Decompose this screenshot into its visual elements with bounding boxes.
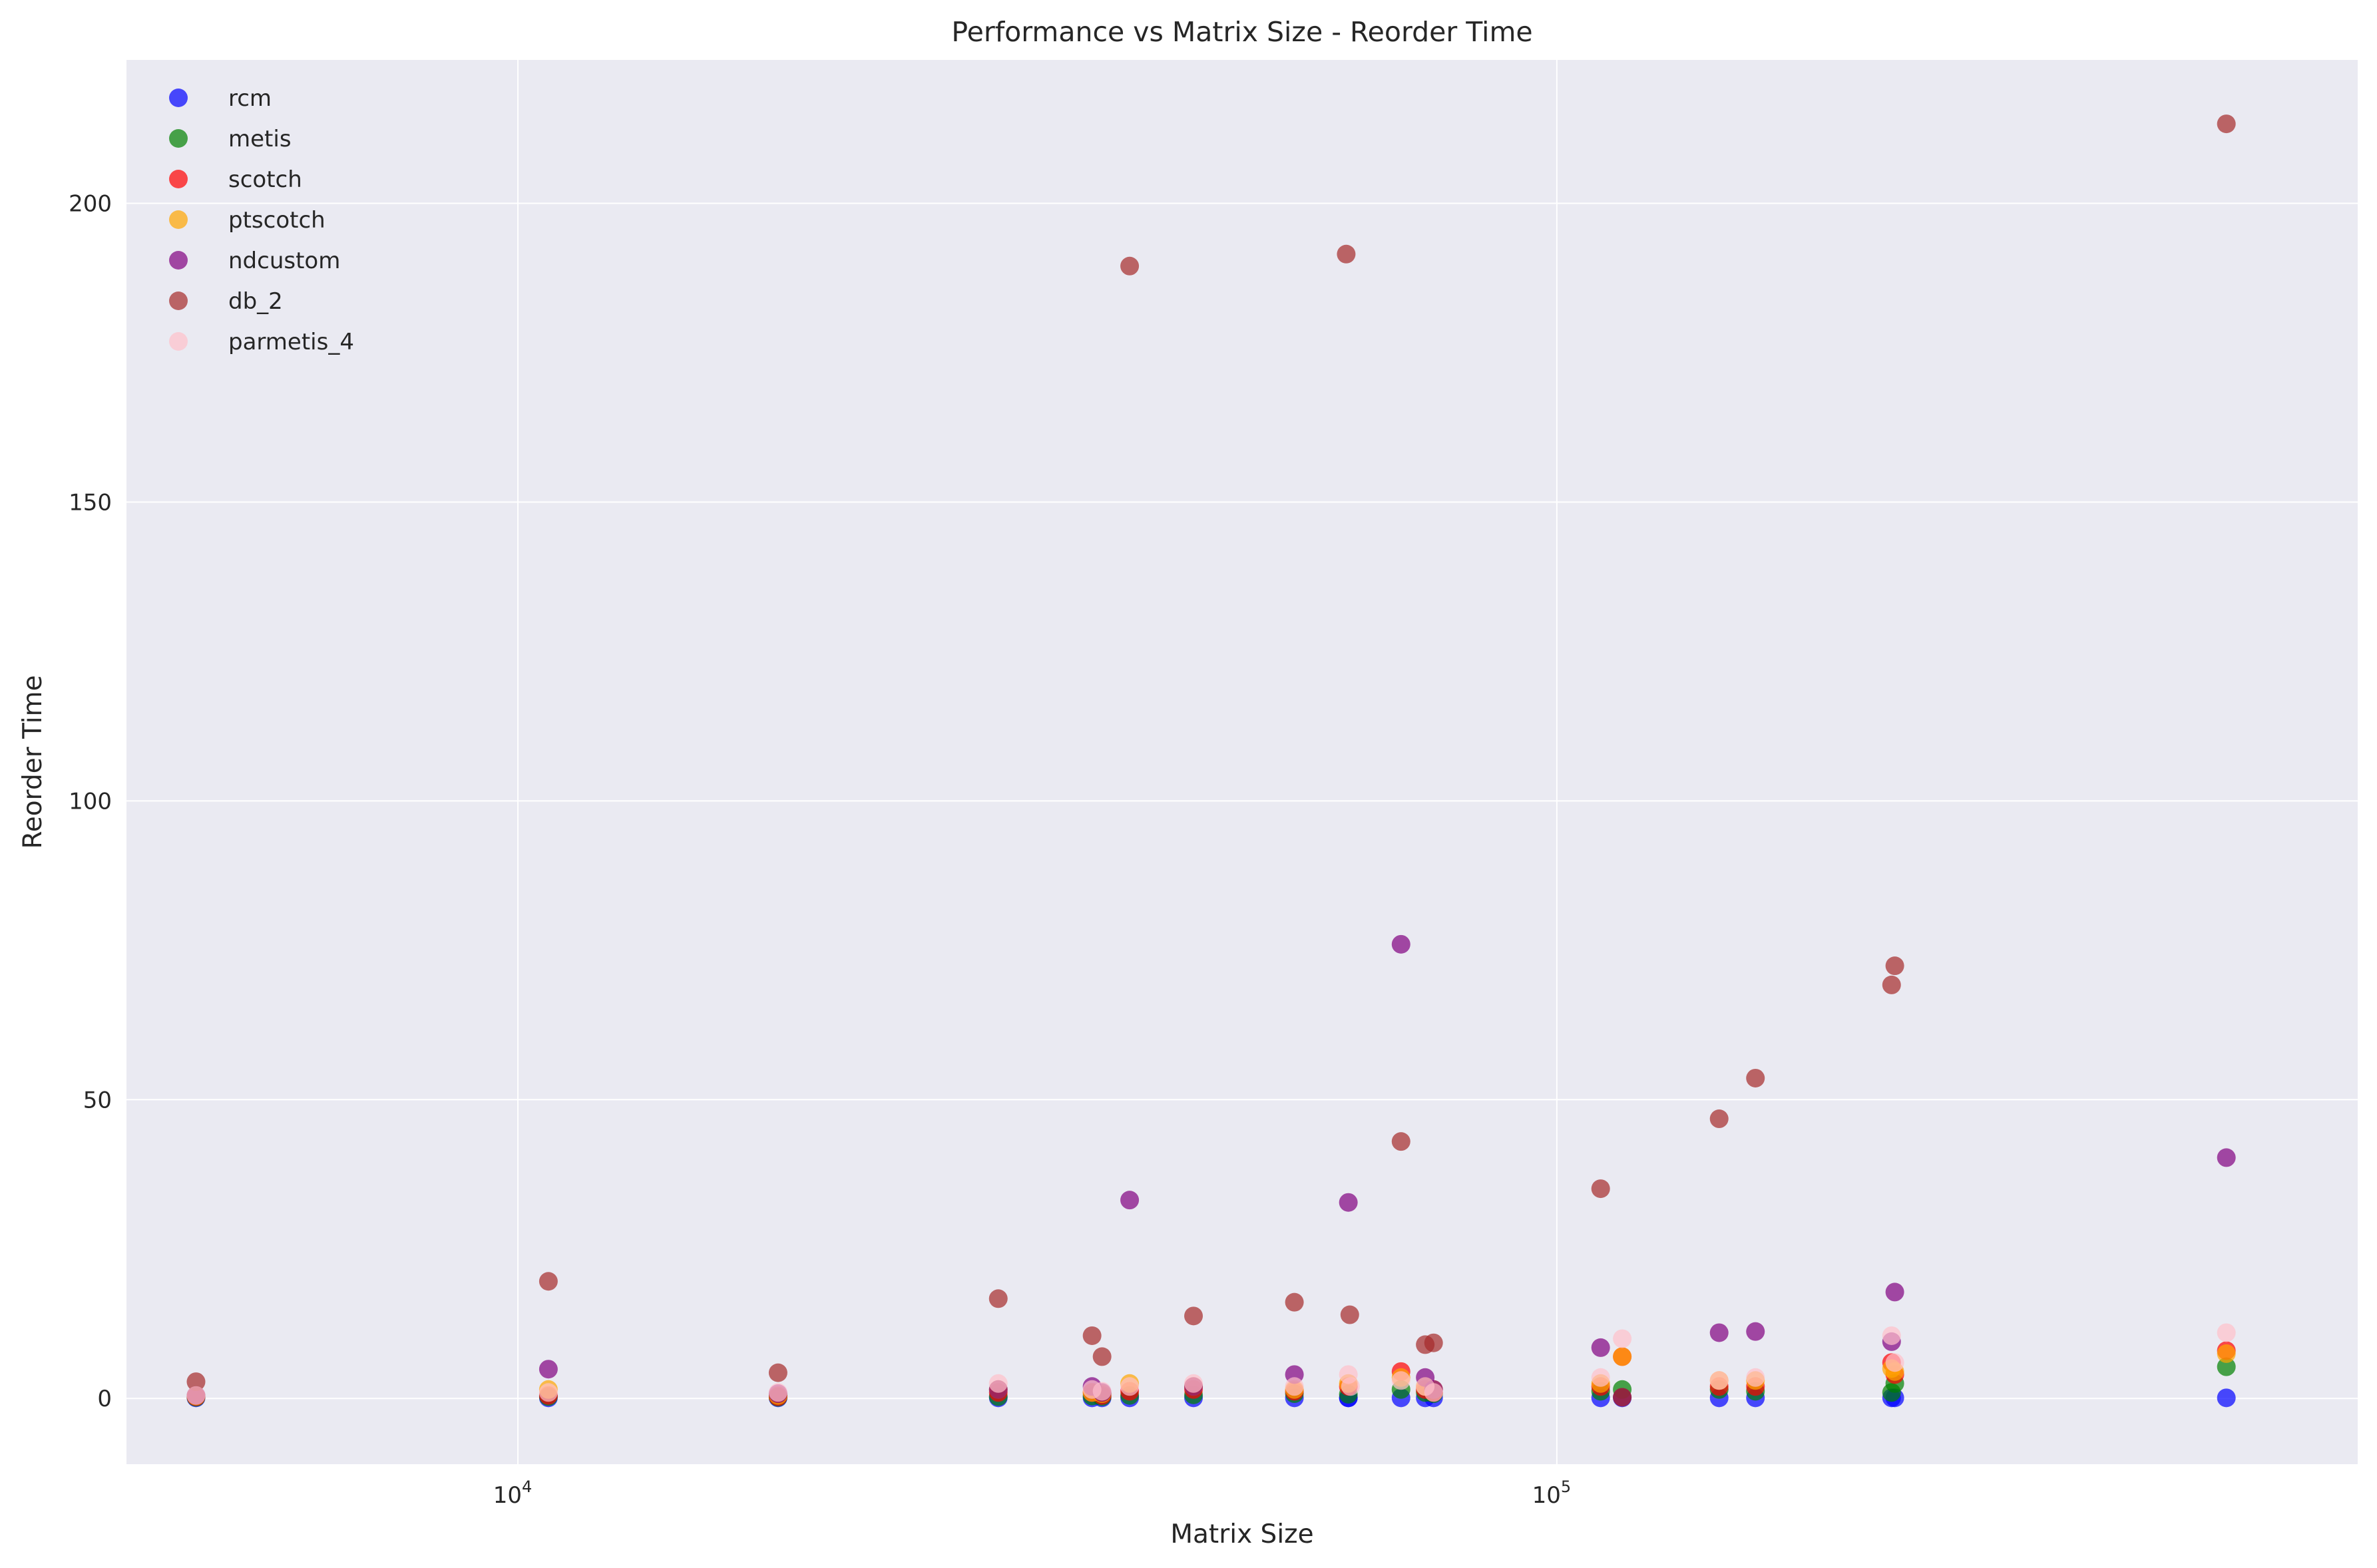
data-point-ndcustom [1339,1193,1358,1212]
data-point-db-2 [1391,1132,1410,1151]
data-point-db-2 [539,1272,558,1291]
legend-item-ptscotch: ptscotch [169,207,325,234]
data-point-parmetis-4 [768,1383,787,1402]
data-point-parmetis-4 [1341,1377,1360,1396]
data-point-parmetis-4 [1391,1371,1410,1390]
data-point-db-2 [2217,114,2236,134]
data-point-db-2 [1882,975,1901,994]
y-axis-label: Reorder Time [18,675,48,849]
data-point-ndcustom [2217,1148,2236,1167]
data-point-ndcustom [1709,1323,1729,1342]
y-axis-ticks: 0 50 100 150 200 [69,190,112,1412]
grid-lines [126,60,2358,1464]
data-point-parmetis-4 [1285,1377,1304,1396]
data-point-db-2 [1285,1292,1304,1312]
data-point-db-2 [1746,1068,1765,1087]
data-point-ndcustom [1746,1322,1765,1341]
data-point-ptscotch [2217,1344,2236,1363]
data-point-ndcustom [1591,1338,1610,1357]
data-point-db-2 [1885,956,1904,976]
data-point-db-2 [1591,1179,1610,1199]
x-axis-label: Matrix Size [1170,1519,1313,1549]
x-axis-ticks: 104 105 [493,1477,1571,1509]
legend: rcm metis scotch ptscotch ndcustom db_2parmet… [169,85,354,355]
data-point-db-2 [1613,1388,1632,1407]
data-point-db-2 [1120,256,1140,276]
legend-label: scotch [228,166,302,193]
data-point-db-2 [1092,1347,1112,1366]
data-point-ptscotch [1613,1347,1632,1366]
data-point-parmetis-4 [1424,1383,1443,1402]
data-point-metis [2217,1357,2236,1376]
data-point-parmetis-4 [1882,1326,1901,1345]
y-tick-label: 50 [83,1087,112,1113]
x-tick-label: 105 [1532,1477,1572,1509]
legend-label: parmetis_4 [228,329,354,355]
data-point-ndcustom [539,1360,558,1379]
data-point-parmetis-4 [1613,1329,1632,1348]
data-point-db-2 [988,1289,1008,1308]
data-point-db-2 [1337,244,1356,264]
legend-label: ndcustom [228,248,340,274]
legend-item-ndcustom: ndcustom [169,248,340,274]
data-point-parmetis-4 [1885,1353,1904,1372]
legend-item-parmetis-4: parmetis_4 [169,329,354,355]
data-points [186,114,2236,1408]
data-point-parmetis-4 [186,1386,206,1405]
legend-label: metis [228,126,292,152]
data-point-db-2 [1184,1306,1203,1326]
plot-area [126,60,2358,1464]
data-point-ndcustom [1120,1191,1140,1210]
y-tick-label: 150 [69,489,112,516]
data-point-parmetis-4 [1120,1377,1140,1396]
data-point-parmetis-4 [539,1383,558,1402]
data-point-db-2 [1082,1326,1102,1345]
data-point-parmetis-4 [1591,1368,1610,1387]
legend-marker [169,332,188,351]
legend-marker [169,170,188,188]
legend-item-scotch: scotch [169,166,302,193]
legend-marker [169,89,188,107]
data-point-parmetis-4 [1092,1382,1112,1401]
legend-marker [169,292,188,310]
data-point-rcm [2217,1388,2236,1408]
data-point-parmetis-4 [2217,1323,2236,1342]
legend-marker [169,251,188,270]
data-point-db-2 [768,1363,787,1382]
y-tick-label: 100 [69,788,112,815]
data-point-parmetis-4 [988,1374,1008,1393]
series-parmetis-4 [186,1323,2236,1405]
data-point-ndcustom [1885,1282,1904,1302]
legend-item-db-2: db_2 [169,288,283,315]
y-tick-label: 200 [69,190,112,217]
data-point-db-2 [1424,1333,1443,1352]
data-point-db-2 [1340,1305,1359,1324]
data-point-parmetis-4 [1709,1371,1729,1390]
chart-title: Performance vs Matrix Size - Reorder Tim… [951,16,1532,48]
series-db-2 [186,114,2236,1407]
data-point-parmetis-4 [1746,1368,1765,1387]
data-point-db-2 [1709,1109,1729,1129]
legend-label: rcm [228,85,272,112]
legend-marker [169,129,188,148]
legend-item-metis: metis [169,126,292,152]
legend-marker [169,210,188,229]
y-tick-label: 0 [97,1386,112,1412]
legend-label: db_2 [228,288,283,315]
x-tick-label: 104 [493,1477,533,1509]
data-point-parmetis-4 [1184,1374,1203,1393]
data-point-db-2 [186,1372,206,1392]
data-point-ndcustom [1391,934,1410,954]
legend-label: ptscotch [228,207,325,234]
legend-item-rcm: rcm [169,85,272,112]
